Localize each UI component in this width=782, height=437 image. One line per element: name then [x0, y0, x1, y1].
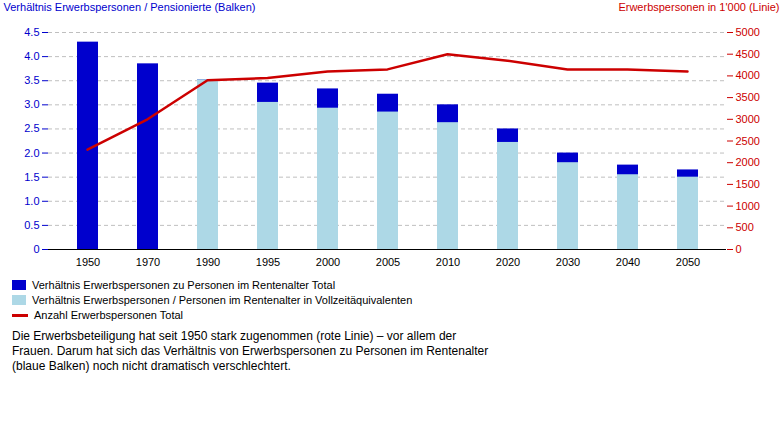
svg-text:1970: 1970 [136, 256, 160, 268]
svg-text:2500: 2500 [736, 135, 760, 147]
svg-text:3.5: 3.5 [24, 74, 39, 86]
svg-text:2.5: 2.5 [24, 122, 39, 134]
svg-text:3500: 3500 [736, 91, 760, 103]
svg-text:0: 0 [33, 243, 39, 255]
svg-text:3.0: 3.0 [24, 98, 39, 110]
html-text:Verhältnis Erwerbspersonen zu: Verhältnis Erwerbspersonen zu Personen i… [32, 279, 336, 291]
svg-text:1950: 1950 [76, 256, 100, 268]
svg-text:4500: 4500 [736, 48, 760, 60]
svg-text:0: 0 [736, 243, 742, 255]
svg-text:Erwerbspersonen in 1'000 (Lini: Erwerbspersonen in 1'000 (Linie) [618, 1, 779, 13]
svg-text:1995: 1995 [256, 256, 280, 268]
svg-text:1500: 1500 [736, 178, 760, 190]
svg-text:Verhältnis Erwerbspersonen / P: Verhältnis Erwerbspersonen / Pensioniert… [4, 1, 256, 13]
svg-text:2010: 2010 [436, 256, 460, 268]
html-text:Verhältnis Erwerbspersonen / P: Verhältnis Erwerbspersonen / Personen im… [32, 294, 413, 306]
svg-text:4000: 4000 [736, 69, 760, 81]
svg-text:1000: 1000 [736, 200, 760, 212]
html-text:Anzahl Erwerbspersonen Total: Anzahl Erwerbspersonen Total [34, 309, 183, 321]
svg-text:500: 500 [736, 221, 754, 233]
svg-text:2050: 2050 [676, 256, 700, 268]
svg-text:2030: 2030 [556, 256, 580, 268]
svg-text:2000: 2000 [736, 156, 760, 168]
svg-text:2005: 2005 [376, 256, 400, 268]
svg-text:2020: 2020 [496, 256, 520, 268]
svg-text:1990: 1990 [196, 256, 220, 268]
svg-text:1.5: 1.5 [24, 171, 39, 183]
svg-text:2040: 2040 [616, 256, 640, 268]
svg-text:3000: 3000 [736, 113, 760, 125]
svg-text:1.0: 1.0 [24, 195, 39, 207]
svg-text:4.0: 4.0 [24, 50, 39, 62]
svg-text:0.5: 0.5 [24, 219, 39, 231]
html-text:Die Erwerbsbeteiligung hat sei: Die Erwerbsbeteiligung hat seit 1950 sta… [12, 329, 489, 373]
svg-text:5000: 5000 [736, 26, 760, 38]
svg-text:2.0: 2.0 [24, 147, 39, 159]
svg-text:4.5: 4.5 [24, 26, 39, 38]
svg-text:2000: 2000 [316, 256, 340, 268]
